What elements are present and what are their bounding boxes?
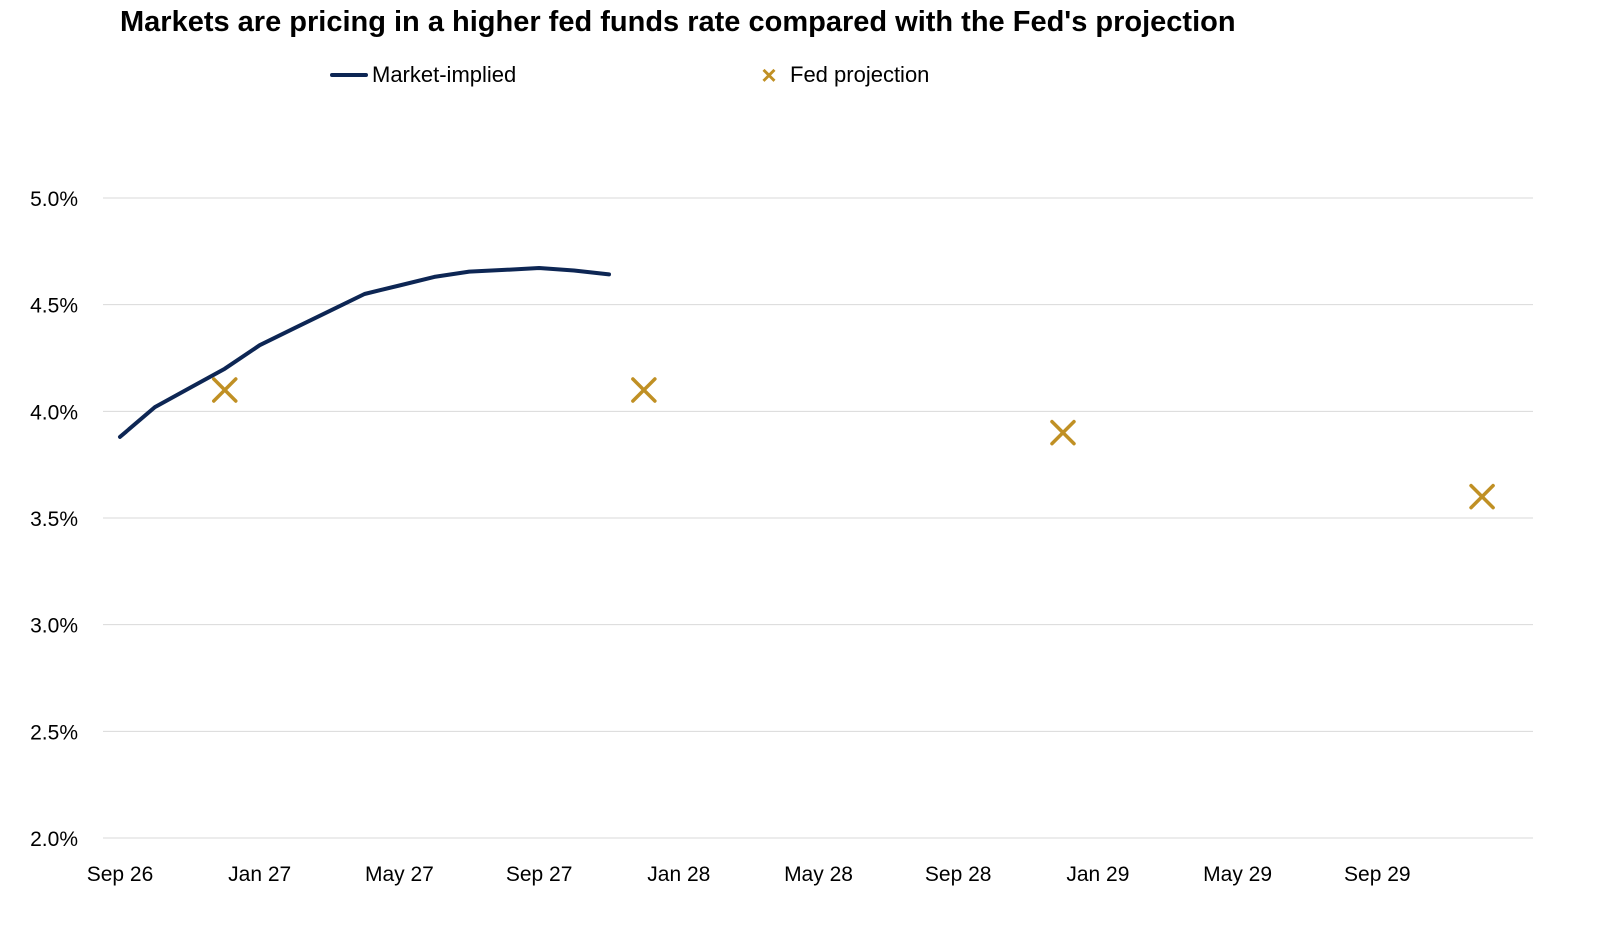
y-tick-label: 3.5% xyxy=(30,508,78,531)
y-tick-label: 2.5% xyxy=(30,721,78,744)
x-tick-label: May 27 xyxy=(365,863,434,886)
market-implied-line xyxy=(118,266,611,439)
y-tick-label: 2.0% xyxy=(30,828,78,851)
legend-line-swatch xyxy=(330,73,368,77)
legend-label-market-implied: Market-implied xyxy=(372,62,517,87)
x-marker-stroke xyxy=(631,377,657,403)
x-tick-label: Sep 28 xyxy=(925,863,992,886)
legend-item-market-implied: Market-implied xyxy=(330,62,516,88)
x-marker-stroke xyxy=(1469,483,1495,510)
x-tick-label: Jan 28 xyxy=(647,863,710,886)
legend: Market-implied × Fed projection xyxy=(0,62,1600,102)
x-tick-label: May 28 xyxy=(784,863,853,886)
legend-item-fed-projection: × Fed projection xyxy=(758,62,929,88)
legend-x-marker-icon: × xyxy=(761,60,777,90)
x-axis: Sep 26 Jan 27 May 27 Sep 27 Jan 28 May 28 Sep … xyxy=(87,863,1411,886)
x-tick-label: Jan 27 xyxy=(228,863,291,886)
chart-title: Markets are pricing in a higher fed fund… xyxy=(120,6,1236,38)
y-tick-label: 5.0% xyxy=(30,188,78,211)
y-axis: 2.0% 2.5% 3.0% 3.5% 4.0% 4.5% 5.0% xyxy=(30,188,78,851)
x-tick-label: Sep 26 xyxy=(87,863,154,886)
gridlines xyxy=(103,197,1533,839)
x-marker-stroke xyxy=(212,377,238,403)
legend-label-fed-projection: Fed projection xyxy=(790,62,930,87)
fed-projection-point xyxy=(631,377,657,403)
y-tick-label: 3.0% xyxy=(30,615,78,638)
market-implied-series xyxy=(118,266,611,439)
fed-projection-point xyxy=(1469,483,1495,510)
x-tick-label: Sep 29 xyxy=(1344,863,1411,886)
x-tick-label: May 29 xyxy=(1203,863,1272,886)
y-tick-label: 4.0% xyxy=(30,401,78,424)
x-tick-label: Sep 27 xyxy=(506,863,573,886)
fed-projection-point xyxy=(1050,419,1076,446)
x-tick-label: Jan 29 xyxy=(1066,863,1129,886)
fed-projection-series xyxy=(212,377,1495,510)
y-tick-label: 4.5% xyxy=(30,295,78,318)
fed-projection-point xyxy=(212,377,238,403)
x-marker-stroke xyxy=(1050,419,1076,446)
